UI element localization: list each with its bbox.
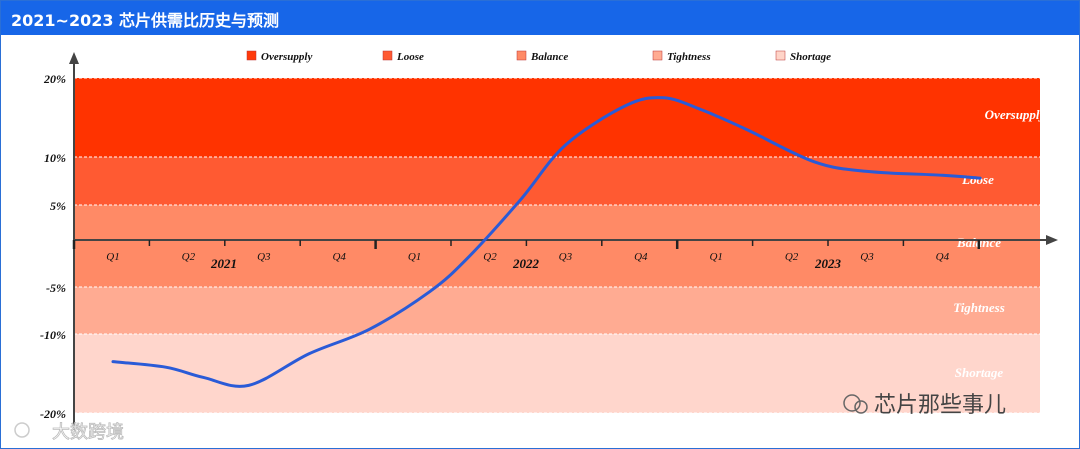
watermark-logo-icon <box>14 422 30 438</box>
x-tick-label: Q3 <box>559 251 573 263</box>
band-loose <box>74 157 1040 205</box>
legend-label-tightness: Tightness <box>667 51 711 63</box>
x-tick-label: Q1 <box>408 251 421 263</box>
wechat-icon-bubble <box>854 400 868 414</box>
legend-label-loose: Loose <box>396 51 424 63</box>
x-tick-label: Q1 <box>709 251 722 263</box>
chart-title: 2021~2023 芯片供需比历史与预测 <box>11 11 280 30</box>
legend-label-balance: Balance <box>530 51 568 63</box>
legend-swatch-tightness <box>652 50 663 61</box>
x-tick-label: Q4 <box>332 251 346 263</box>
x-axis-arrow <box>1046 235 1058 245</box>
band-label-oversupply: Oversupply <box>985 107 1046 122</box>
year-label: 2021 <box>210 256 237 271</box>
watermark-left: 大数跨境 <box>52 422 124 443</box>
band-tightness <box>74 287 1040 334</box>
y-tick-label: 10% <box>44 151 66 165</box>
x-tick-label: Q2 <box>785 251 799 263</box>
legend-swatch-shortage <box>775 50 786 61</box>
y-tick-label: -5% <box>46 281 66 295</box>
band-oversupply <box>74 78 1040 157</box>
x-tick-label: Q3 <box>860 251 874 263</box>
legend-swatch-oversupply <box>246 50 257 61</box>
x-tick-label: Q4 <box>936 251 950 263</box>
year-label: 2023 <box>814 256 842 271</box>
y-axis-arrow <box>69 52 79 64</box>
y-tick-label: 20% <box>43 72 66 86</box>
x-tick-label: Q4 <box>634 251 648 263</box>
x-tick-label: Q3 <box>257 251 271 263</box>
x-tick-label: Q2 <box>483 251 497 263</box>
legend-swatch-balance <box>516 50 527 61</box>
y-tick-label: 5% <box>50 199 66 213</box>
y-tick-label: -20% <box>40 407 66 421</box>
x-tick-label: Q2 <box>182 251 196 263</box>
series-line <box>111 96 982 388</box>
y-tick-label: -10% <box>40 328 66 342</box>
watermark-right: 芯片那些事儿 <box>874 393 1006 418</box>
band-label-loose: Loose <box>961 172 994 187</box>
legend-swatch-loose <box>382 50 393 61</box>
legend-label-shortage: Shortage <box>790 51 831 63</box>
band-label-tightness: Tightness <box>953 300 1005 315</box>
legend-label-oversupply: Oversupply <box>261 51 312 63</box>
year-label: 2022 <box>512 256 540 271</box>
band-shortage <box>74 334 1040 413</box>
title-bar: 2021~2023 芯片供需比历史与预测 <box>1 1 1079 35</box>
band-balance <box>74 205 1040 287</box>
wechat-icon <box>843 394 861 412</box>
band-label-shortage: Shortage <box>955 365 1004 380</box>
x-tick-label: Q1 <box>106 251 119 263</box>
